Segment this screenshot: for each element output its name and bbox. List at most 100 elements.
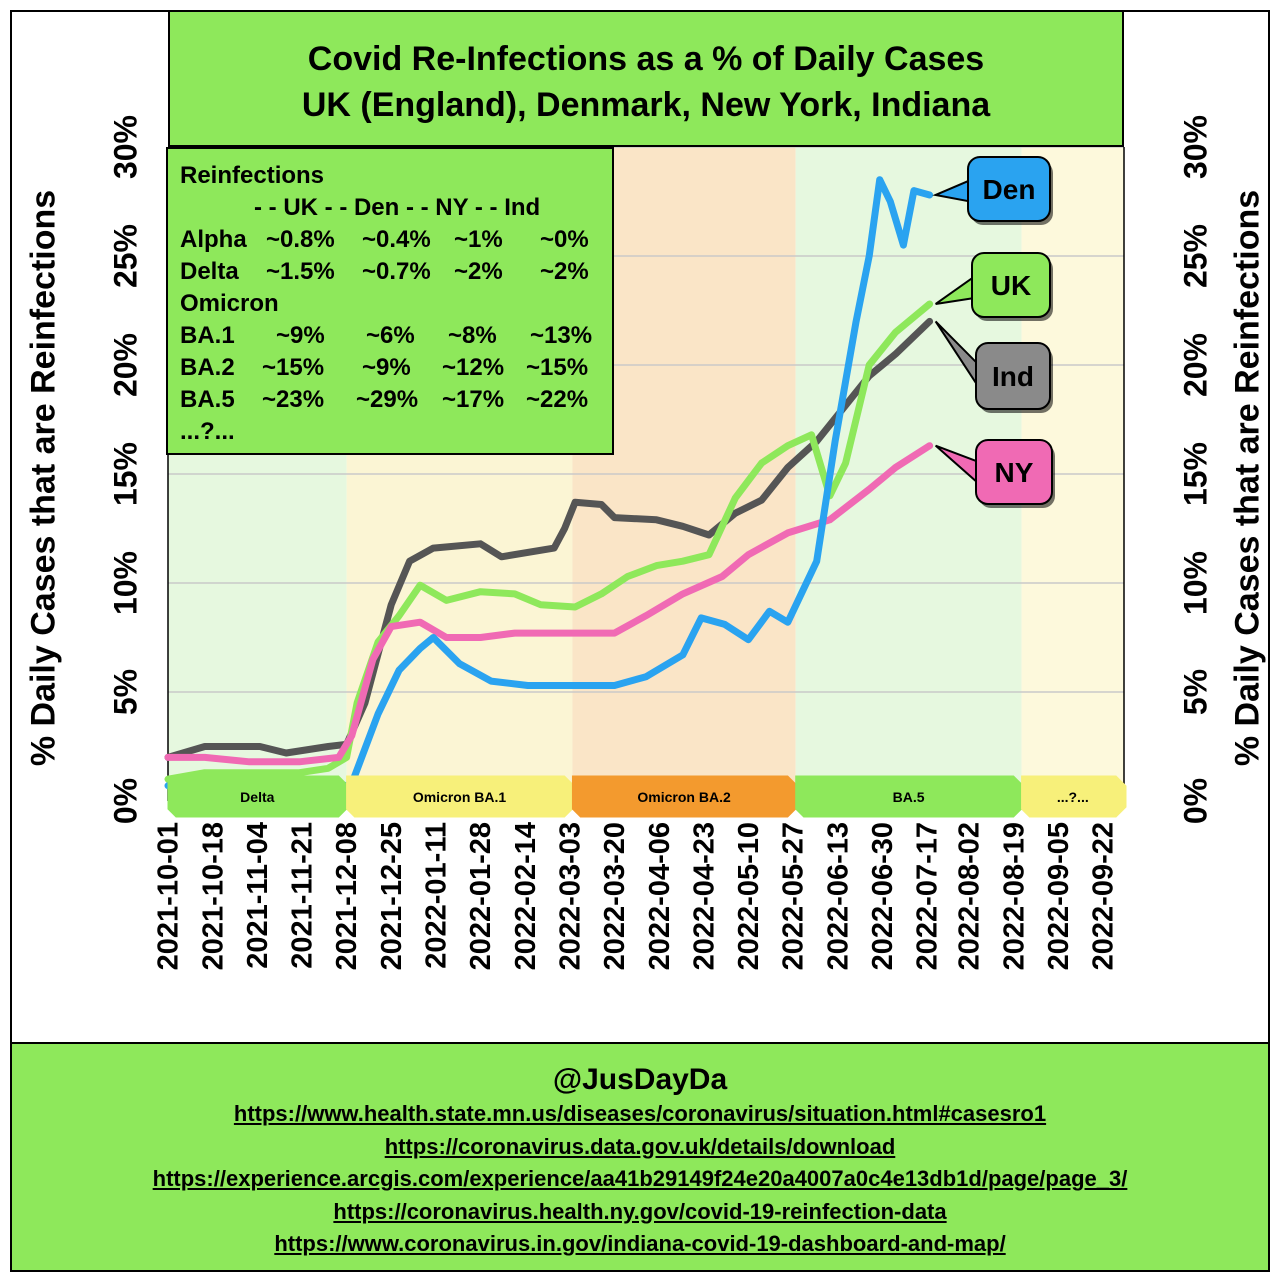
x-tick-label: 2022-02-14: [510, 822, 542, 970]
x-tick-label: 2022-03-20: [599, 822, 631, 970]
chart-title-box: Covid Re-Infections as a % of Daily Case…: [168, 10, 1124, 147]
y-tick-label: 25%: [107, 224, 143, 288]
phase-tab-label: Omicron BA.1: [413, 789, 507, 805]
x-tick-label: 2022-08-02: [954, 822, 986, 970]
phase-tab-1: Omicron BA.1: [346, 775, 575, 818]
chart-title-line1: Covid Re-Infections as a % of Daily Case…: [307, 40, 985, 78]
table-columns-header: - - UK - - Den - - NY - - Ind: [254, 194, 541, 221]
y-tick-label: 5%: [1177, 669, 1213, 715]
row-label: Alpha: [180, 226, 247, 253]
source-link-in[interactable]: https://www.coronavirus.in.gov/indiana-c…: [274, 1231, 1006, 1256]
y-tick-label: 0%: [107, 778, 143, 824]
x-tick-label: 2022-06-30: [867, 822, 899, 970]
callout-label: Ind: [992, 361, 1034, 392]
cell-ind: ~22%: [526, 386, 589, 413]
source-link-mn[interactable]: https://www.health.state.mn.us/diseases/…: [233, 1101, 1047, 1126]
cell-uk: ~0.8%: [266, 226, 335, 253]
x-tick-label: 2022-04-06: [644, 822, 676, 970]
y-tick-label: 20%: [107, 333, 143, 397]
x-tick-label: 2021-10-01: [153, 822, 185, 970]
phase-tab-bg: [571, 775, 799, 818]
cell-ind: ~15%: [526, 354, 589, 381]
y-tick-label: 30%: [107, 115, 143, 179]
x-tick-label: 2022-05-27: [778, 822, 810, 970]
callout-uk: UK: [935, 252, 1053, 321]
table-omicron-label: Omicron: [180, 290, 279, 317]
callout-label: NY: [995, 457, 1034, 488]
cell-den: ~0.4%: [362, 226, 431, 253]
table-heading: Reinfections: [180, 162, 325, 189]
table-row-delta: Delta ~1.5% ~0.7% ~2% ~2%: [180, 257, 600, 287]
phase-tab-bg: [346, 775, 575, 818]
chart-svg: Delta Omicron BA.1 Omicron BA.2 BA.5...?...…: [107, 115, 1213, 970]
callout-box: [971, 252, 1051, 318]
callout-label: UK: [991, 270, 1031, 301]
row-label: BA.5: [180, 386, 235, 413]
cell-ind: ~2%: [540, 258, 589, 285]
y-tick-label: 15%: [1177, 442, 1213, 506]
table-row-ba1: BA.1 ~9% ~6% ~8% ~13%: [180, 321, 600, 351]
phase-tab-bg: [795, 775, 1025, 818]
phase-tab-0: Delta: [167, 775, 350, 818]
callout-box: [967, 156, 1051, 222]
phase-tab-label: BA.5: [893, 789, 925, 805]
x-tick-label: 2022-08-19: [998, 822, 1030, 970]
x-tick-label: 2022-06-13: [822, 822, 854, 970]
x-tick-label: 2021-10-18: [197, 822, 229, 970]
x-tick-label: 2022-04-23: [688, 822, 720, 970]
row-label: BA.1: [180, 322, 235, 349]
callout-den: Den: [932, 156, 1053, 225]
source-link-ny[interactable]: https://coronavirus.health.ny.gov/covid-…: [333, 1198, 947, 1224]
cell-uk: ~1.5%: [266, 258, 335, 285]
y-tick-label: 15%: [107, 442, 143, 506]
cell-ny: ~8%: [448, 322, 497, 349]
y-tick-label: 5%: [107, 669, 143, 715]
source-link-arcgis[interactable]: https://experience.arcgis.com/experience…: [152, 1166, 1128, 1191]
table-row-ba5: BA.5 ~23% ~29% ~17% ~22%: [180, 385, 600, 415]
x-tick-label: 2022-01-11: [421, 822, 453, 969]
x-tick-label: 2022-09-05: [1043, 822, 1075, 970]
cell-uk: ~23%: [262, 386, 325, 413]
cell-den: ~9%: [362, 354, 411, 381]
source-link-uk[interactable]: https://coronavirus.data.gov.uk/details/…: [384, 1133, 896, 1159]
x-tick-label: 2021-11-21: [287, 822, 319, 969]
cell-den: ~6%: [366, 322, 415, 349]
cell-ind: ~0%: [540, 226, 589, 253]
x-tick-label: 2021-12-08: [331, 822, 363, 970]
x-tick-label: 2022-09-22: [1088, 822, 1120, 970]
x-tick-label: 2022-05-10: [733, 822, 765, 970]
series-line-uk: [164, 300, 934, 783]
phase-tab-2: Omicron BA.2: [571, 775, 799, 818]
cell-uk: ~15%: [262, 354, 325, 381]
cell-uk: ~9%: [276, 322, 325, 349]
callout-ny: NY: [934, 439, 1055, 508]
cell-den: ~29%: [356, 386, 419, 413]
table-trailing: ...?...: [180, 418, 235, 445]
y-tick-label: 0%: [1177, 778, 1213, 824]
cell-ny: ~1%: [454, 226, 503, 253]
row-label: Delta: [180, 258, 239, 285]
table-row-alpha: Alpha ~0.8% ~0.4% ~1% ~0%: [180, 225, 600, 255]
series-line-ind: [164, 317, 934, 761]
author-handle: @JusDayDa: [552, 1063, 728, 1096]
cell-ind: ~13%: [530, 322, 593, 349]
callout-ind: Ind: [934, 320, 1053, 413]
y-tick-label: 20%: [1177, 333, 1213, 397]
cell-ny: ~2%: [454, 258, 503, 285]
chart-title-line2: UK (England), Denmark, New York, Indiana: [301, 86, 991, 124]
cell-ny: ~12%: [442, 354, 505, 381]
phase-tab-3: BA.5: [795, 775, 1025, 818]
reinfection-table: Reinfections - - UK - - Den - - NY - - I…: [166, 147, 614, 455]
phase-tab-label: Delta: [240, 789, 274, 805]
phase-tab-bg: [167, 775, 350, 818]
phase-tab-bg: [1021, 775, 1127, 818]
y-tick-label: 10%: [107, 551, 143, 615]
cell-ny: ~17%: [442, 386, 505, 413]
callout-label: Den: [983, 174, 1036, 205]
phase-tab-label: ...?...: [1057, 789, 1089, 805]
x-tick-label: 2022-07-17: [912, 822, 944, 970]
callout-box: [975, 342, 1051, 410]
phase-tab-4: ...?...: [1021, 775, 1127, 818]
y-tick-label: 25%: [1177, 224, 1213, 288]
x-tick-label: 2021-11-04: [242, 822, 274, 969]
